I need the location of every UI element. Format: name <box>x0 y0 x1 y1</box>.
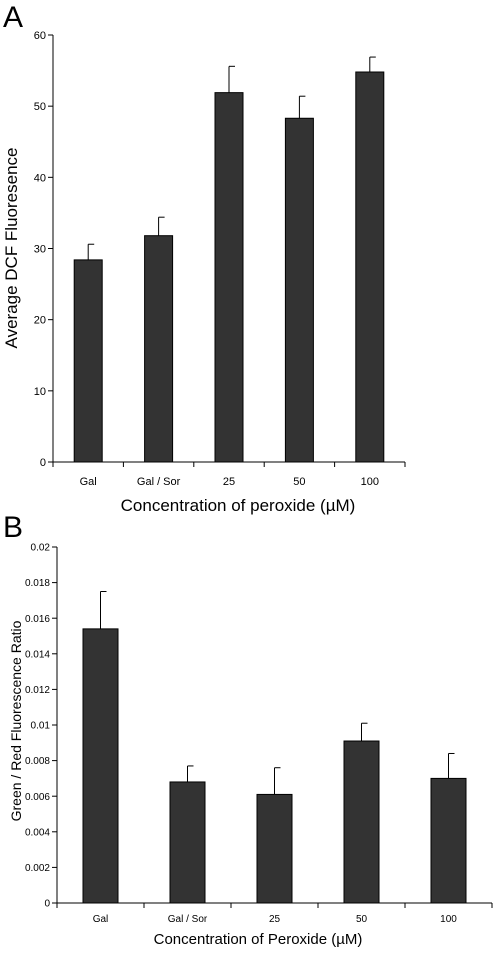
panel-b-y-tick-label: 0 <box>44 899 50 910</box>
panel-b-y-tick-label: 0.012 <box>25 685 50 696</box>
panel-a-bar <box>214 92 244 463</box>
panel-a-category-label: Gal / Sor <box>137 476 181 488</box>
panel-a-y-axis-title: Average DCF Fluoresence <box>2 148 21 349</box>
panel-b-chart: B Green / Red Fluorescence Ratio Concent… <box>3 511 493 948</box>
panel-b-bar <box>430 777 467 904</box>
panel-b-y-tick-label: 0.008 <box>25 756 50 767</box>
panel-b-category-label: 25 <box>269 914 281 925</box>
panel-b-category-label: Gal <box>93 914 109 925</box>
panel-b-bar <box>343 740 380 904</box>
panel-b-y-tick-label: 0.002 <box>25 863 50 874</box>
panel-a-y-tick-label: 40 <box>34 172 46 184</box>
panel-a-y-tick-label: 20 <box>34 315 46 327</box>
panel-b-y-tick-label: 0.02 <box>31 543 51 554</box>
panel-a-y-tick-label: 0 <box>40 457 46 469</box>
panel-b-y-tick-label: 0.01 <box>31 721 51 732</box>
panel-b-bar <box>169 781 206 904</box>
panel-b-category-label: 100 <box>440 914 457 925</box>
panel-a-label: A <box>3 1 23 34</box>
panel-a-category-label: Gal <box>80 476 97 488</box>
panel-a-y-tick-label: 30 <box>34 243 46 255</box>
panel-a-bar <box>284 117 314 463</box>
panel-a-category-label: 50 <box>293 476 305 488</box>
panel-b-bar <box>82 628 119 904</box>
panel-b-y-tick-label: 0.018 <box>25 578 50 589</box>
panel-b-y-tick-label: 0.004 <box>25 827 50 838</box>
panel-b-y-tick-label: 0.014 <box>25 649 50 660</box>
panel-a-x-axis-title: Concentration of peroxide (µM) <box>121 496 356 515</box>
panel-a-bar <box>73 259 103 463</box>
panel-b-bar <box>256 793 293 904</box>
panel-b-x-axis-title: Concentration of Peroxide (µM) <box>154 931 363 948</box>
panel-a-category-label: 25 <box>223 476 235 488</box>
panel-a-bar <box>355 71 385 463</box>
panel-b-category-label: 50 <box>356 914 368 925</box>
panel-b-label: B <box>3 511 23 544</box>
panel-b-y-tick-label: 0.016 <box>25 614 50 625</box>
panel-b-category-label: Gal / Sor <box>168 914 208 925</box>
panel-a-y-tick-label: 60 <box>34 30 46 42</box>
panel-a-y-tick-label: 50 <box>34 101 46 113</box>
panel-b-y-tick-label: 0.006 <box>25 792 50 803</box>
panel-a-bar <box>144 235 174 463</box>
panel-a-chart: A Average DCF Fluoresence Concentration … <box>2 1 406 515</box>
panel-b-y-axis-title: Green / Red Fluorescence Ratio <box>8 620 24 821</box>
panel-a-category-label: 100 <box>361 476 379 488</box>
panel-a-y-tick-label: 10 <box>34 386 46 398</box>
